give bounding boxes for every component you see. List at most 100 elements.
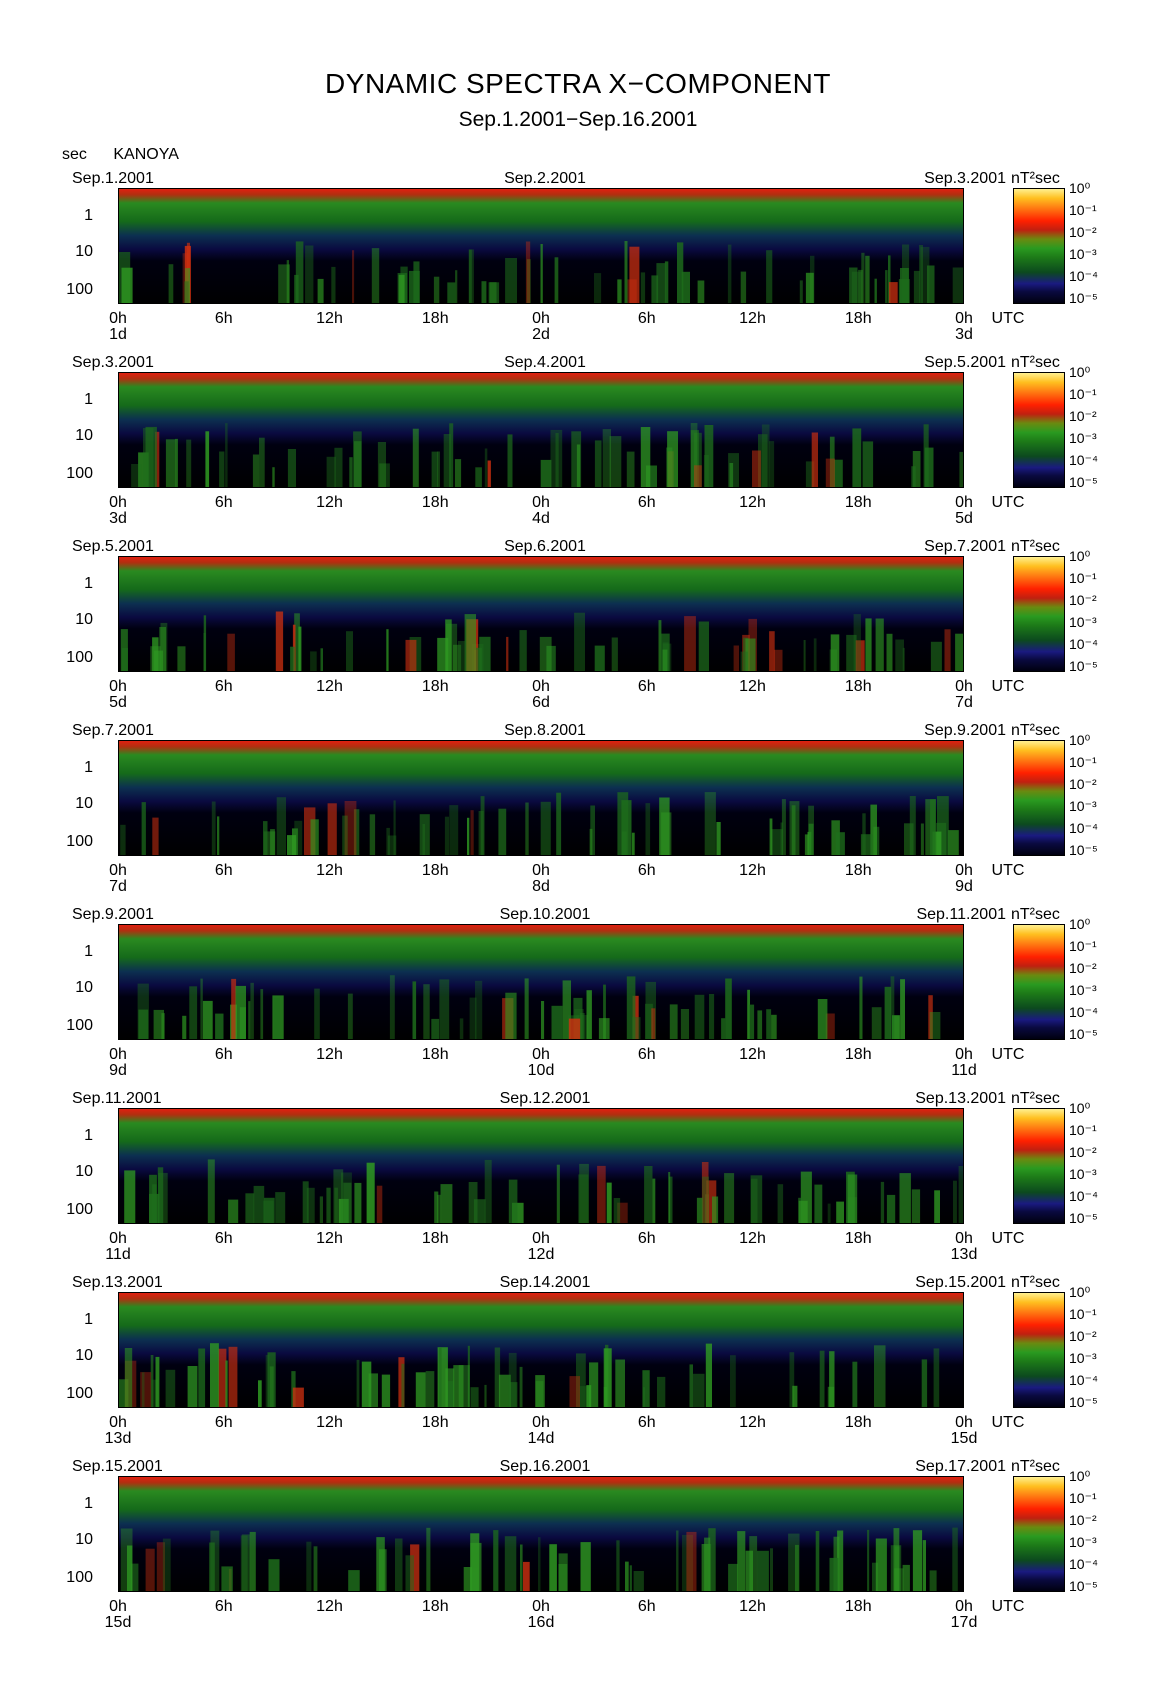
activity-streak: [632, 995, 639, 1039]
activity-streak: [847, 1174, 858, 1223]
date-label-mid: Sep.2.2001: [504, 170, 586, 187]
activity-streak: [507, 434, 513, 487]
x-tick-label: 18h: [421, 1414, 449, 1431]
activity-streak: [152, 817, 159, 855]
activity-streak: [829, 1557, 839, 1591]
activity-streak: [286, 260, 289, 303]
activity-streak: [737, 1531, 746, 1591]
activity-streak: [150, 1355, 154, 1407]
colorbar-tick-label: 10⁰: [1069, 364, 1091, 380]
activity-streak: [202, 1000, 213, 1039]
day-label: 14d: [527, 1430, 555, 1447]
activity-streak: [656, 263, 666, 303]
activity-streak: [498, 1374, 511, 1407]
activity-streak: [888, 255, 891, 303]
activity-streak: [730, 1355, 736, 1407]
activity-streak: [870, 804, 877, 855]
x-tick-label: 0h: [955, 310, 973, 327]
colorbar-tick-label: 10⁻⁵: [1069, 1026, 1098, 1042]
day-label: 9d: [955, 878, 973, 895]
x-tick-label: 0h: [955, 1598, 973, 1615]
activity-streak: [409, 270, 420, 303]
activity-streak: [549, 1544, 557, 1591]
activity-streak: [347, 993, 353, 1039]
activity-streak: [488, 282, 500, 303]
x-tick-label: 6h: [637, 862, 656, 879]
y-tick-label: 10: [75, 427, 93, 444]
activity-streak: [804, 834, 809, 855]
spectrogram-plot: [118, 1108, 964, 1224]
activity-streak: [306, 1187, 315, 1223]
activity-streak: [480, 796, 485, 855]
activity-streak: [835, 832, 845, 855]
activity-streak: [645, 1003, 653, 1039]
activity-streak: [831, 820, 840, 855]
activity-streak: [310, 819, 319, 855]
activity-streak: [331, 266, 336, 303]
activity-streak: [640, 427, 651, 487]
x-tick-label: 0h: [532, 1598, 550, 1615]
activity-streak: [829, 436, 835, 487]
date-label-end: Sep.15.2001: [915, 1274, 1006, 1291]
activity-streak: [467, 817, 470, 855]
activity-streak: [652, 1178, 656, 1223]
x-tick-label: 12h: [316, 1414, 343, 1431]
x-tick-label: 12h: [739, 1598, 766, 1615]
x-tick-label: 0h: [109, 678, 127, 695]
activity-streak: [306, 1541, 312, 1591]
activity-streak: [248, 1001, 251, 1039]
activity-streak: [766, 1009, 772, 1039]
activity-streak: [811, 432, 818, 487]
activity-streak: [880, 1181, 885, 1223]
activity-streak: [888, 282, 898, 303]
activity-streak: [520, 1544, 523, 1591]
colorbar-tick-label: 10⁰: [1069, 916, 1091, 932]
activity-streak: [825, 1013, 835, 1039]
activity-streak: [944, 629, 951, 671]
header-labels: sec KANOYA: [62, 146, 201, 164]
activity-streak: [862, 813, 866, 855]
colorbar-tick-label: 10⁻⁴: [1069, 268, 1098, 284]
activity-streak: [817, 999, 828, 1039]
activity-streak: [920, 246, 930, 303]
x-tick-label: 0h: [532, 494, 550, 511]
day-label: 10d: [527, 1062, 555, 1079]
activity-streak: [525, 241, 531, 303]
activity-streak: [302, 1181, 309, 1223]
activity-streak: [470, 1387, 479, 1407]
date-label-start: Sep.3.2001: [72, 354, 154, 371]
activity-streak: [505, 992, 517, 1039]
activity-streak: [849, 267, 858, 303]
activity-streak: [613, 1198, 621, 1223]
activity-streak: [594, 273, 602, 303]
activity-streak: [893, 1528, 900, 1591]
x-tick-label: 18h: [844, 678, 872, 695]
activity-streak: [120, 1528, 133, 1591]
activity-streak: [855, 640, 865, 671]
activity-streak: [902, 244, 910, 303]
activity-streak: [777, 1184, 784, 1223]
y-tick-label: 100: [66, 833, 93, 850]
x-tick-label: 18h: [844, 862, 872, 879]
activity-streak: [182, 1015, 187, 1039]
activity-streak: [576, 444, 581, 487]
activity-streak: [603, 1348, 612, 1407]
activity-streak: [851, 271, 862, 303]
spectrogram-svg: [119, 1477, 963, 1591]
activity-streak: [830, 634, 840, 671]
activity-streak: [909, 796, 916, 855]
activity-streak: [937, 796, 949, 855]
activity-streak: [263, 1197, 275, 1223]
activity-streak: [644, 1166, 653, 1223]
date-label-mid: Sep.8.2001: [504, 722, 586, 739]
activity-streak: [895, 639, 904, 671]
activity-streak: [361, 1361, 372, 1407]
activity-streak: [955, 633, 963, 671]
x-tick-label: 12h: [316, 1046, 343, 1063]
date-label-start: Sep.13.2001: [72, 1274, 163, 1291]
activity-streak: [892, 1015, 900, 1039]
activity-streak: [704, 425, 714, 487]
colorbar-tick-label: 10⁻⁴: [1069, 1556, 1098, 1572]
activity-streak: [576, 1353, 586, 1407]
activity-streak: [875, 618, 884, 671]
